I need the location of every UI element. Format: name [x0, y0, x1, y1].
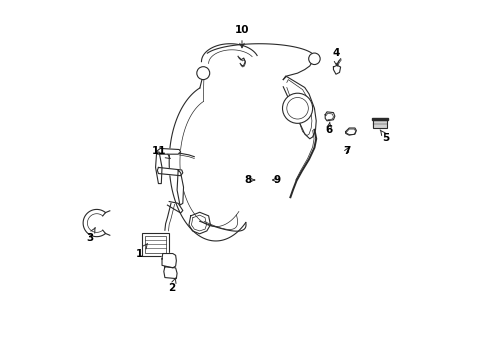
Text: 11: 11	[152, 145, 170, 158]
Polygon shape	[371, 118, 387, 120]
Circle shape	[286, 98, 308, 119]
Polygon shape	[155, 152, 162, 184]
Polygon shape	[283, 76, 316, 139]
Circle shape	[196, 67, 209, 80]
Circle shape	[282, 93, 312, 123]
Text: 9: 9	[272, 175, 280, 185]
Text: 10: 10	[234, 25, 249, 48]
Text: 5: 5	[379, 130, 389, 143]
FancyBboxPatch shape	[144, 236, 165, 253]
Polygon shape	[155, 148, 180, 154]
FancyBboxPatch shape	[372, 120, 386, 128]
Polygon shape	[162, 253, 176, 268]
Text: 8: 8	[244, 175, 254, 185]
Polygon shape	[177, 170, 183, 205]
Text: 7: 7	[342, 146, 350, 156]
FancyBboxPatch shape	[142, 233, 168, 256]
Circle shape	[308, 53, 320, 64]
Text: 4: 4	[331, 48, 339, 66]
Polygon shape	[163, 267, 177, 279]
Text: 1: 1	[136, 243, 147, 258]
Polygon shape	[157, 167, 183, 176]
Text: 6: 6	[325, 122, 332, 135]
Text: 2: 2	[168, 278, 176, 293]
Text: 3: 3	[86, 228, 95, 243]
